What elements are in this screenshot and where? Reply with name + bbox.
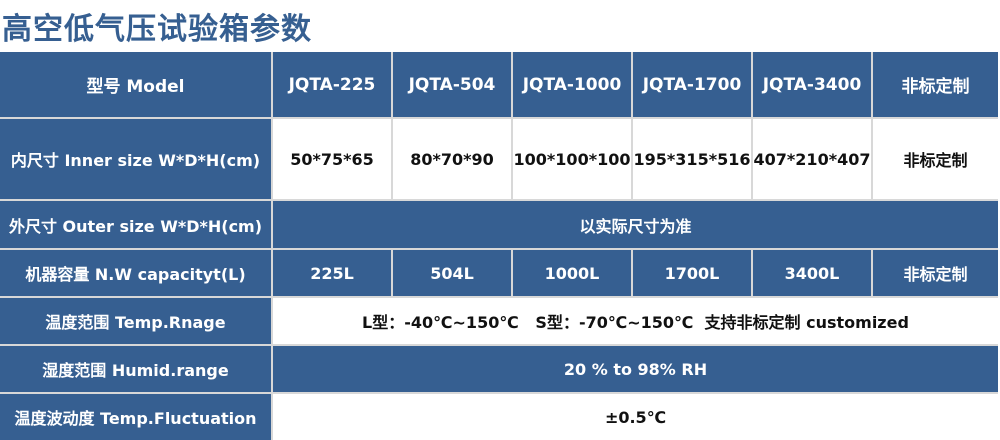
capacity-cell: 1700L xyxy=(633,250,751,296)
inner-size-cell: 195*315*516 xyxy=(633,119,751,199)
model-cell: JQTA-1000 xyxy=(513,52,631,117)
temp-range-value: L型：-40℃~150℃ S型：-70℃~150℃ 支持非标定制 customi… xyxy=(273,298,998,344)
inner-size-label: 内尺寸 Inner size W*D*H(cm) xyxy=(0,119,271,199)
humid-range-value: 20 % to 98% RH xyxy=(273,346,998,392)
capacity-label: 机器容量 N.W capacityt(L) xyxy=(0,250,271,296)
model-cell: JQTA-225 xyxy=(273,52,391,117)
capacity-cell: 非标定制 xyxy=(873,250,998,296)
capacity-cell: 3400L xyxy=(753,250,871,296)
capacity-cell: 225L xyxy=(273,250,391,296)
capacity-cell: 504L xyxy=(393,250,511,296)
inner-size-cell: 50*75*65 xyxy=(273,119,391,199)
inner-size-cell: 407*210*407 xyxy=(753,119,871,199)
model-cell: JQTA-3400 xyxy=(753,52,871,117)
spec-table: 型号 Model JQTA-225 JQTA-504 JQTA-1000 JQT… xyxy=(0,52,998,440)
outer-size-label: 外尺寸 Outer size W*D*H(cm) xyxy=(0,201,271,248)
temp-fluctuation-label: 温度波动度 Temp.Fluctuation xyxy=(0,394,271,440)
temp-range-label: 温度范围 Temp.Rnage xyxy=(0,298,271,344)
inner-size-cell: 非标定制 xyxy=(873,119,998,199)
inner-size-cell: 100*100*100 xyxy=(513,119,631,199)
model-cell: 非标定制 xyxy=(873,52,998,117)
model-cell: JQTA-1700 xyxy=(633,52,751,117)
model-header: 型号 Model xyxy=(0,52,271,117)
inner-size-cell: 80*70*90 xyxy=(393,119,511,199)
model-cell: JQTA-504 xyxy=(393,52,511,117)
temp-fluctuation-value: ±0.5℃ xyxy=(273,394,998,440)
outer-size-value: 以实际尺寸为准 xyxy=(273,201,998,248)
humid-range-label: 湿度范围 Humid.range xyxy=(0,346,271,392)
page-title: 高空低气压试验箱参数 xyxy=(2,12,312,47)
capacity-cell: 1000L xyxy=(513,250,631,296)
